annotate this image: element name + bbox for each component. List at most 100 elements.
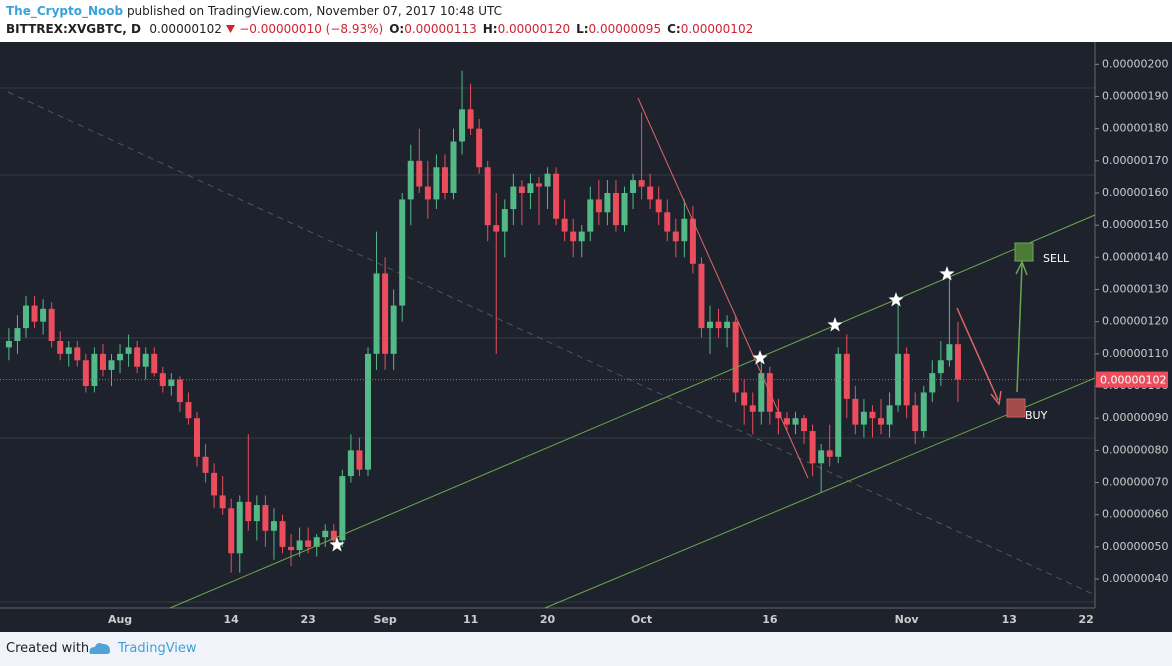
candle-body bbox=[176, 379, 183, 403]
candle-body bbox=[698, 263, 705, 329]
ohlc-value: 0.00000113 bbox=[404, 22, 477, 36]
x-tick-label: Aug bbox=[108, 613, 132, 626]
candle-body bbox=[407, 160, 414, 200]
candle-body bbox=[390, 305, 397, 354]
author[interactable]: The_Crypto_Noob bbox=[6, 4, 124, 18]
header: The_Crypto_Noob published on TradingView… bbox=[0, 0, 1172, 42]
candle-body bbox=[783, 418, 790, 425]
x-tick-label: Nov bbox=[895, 613, 920, 626]
candle-body bbox=[843, 353, 850, 399]
candle-body bbox=[818, 450, 825, 464]
candle-body bbox=[707, 321, 713, 329]
candle-body bbox=[168, 379, 175, 387]
y-tick-label: 0.00000190 bbox=[1102, 89, 1168, 102]
candle-body bbox=[202, 456, 209, 473]
publish-line: The_Crypto_Noob published on TradingView… bbox=[6, 4, 502, 18]
candle-body bbox=[31, 305, 38, 322]
candle-body bbox=[647, 186, 654, 200]
candle-body bbox=[416, 160, 423, 187]
candle-body bbox=[587, 199, 594, 232]
x-tick-label: 14 bbox=[224, 613, 240, 626]
x-tick-label: 23 bbox=[300, 613, 315, 626]
ohlc-value: 0.00000120 bbox=[497, 22, 571, 36]
ohlc-label: O: bbox=[389, 22, 405, 36]
candle-body bbox=[527, 183, 534, 193]
candle-body bbox=[732, 321, 739, 393]
y-tick-label: 0.00000140 bbox=[1102, 250, 1168, 263]
price-tag-label: 0.00000102 bbox=[1100, 374, 1166, 387]
candle-body bbox=[954, 344, 961, 380]
candle-body bbox=[305, 540, 312, 547]
candle-body bbox=[476, 128, 483, 168]
candle-body bbox=[775, 411, 782, 419]
logo bbox=[89, 643, 110, 654]
candle-body bbox=[886, 405, 893, 425]
candle-body bbox=[553, 173, 560, 219]
sell-box bbox=[1014, 242, 1034, 262]
candle-body bbox=[801, 418, 808, 432]
candle-body bbox=[929, 373, 936, 393]
candle-body bbox=[185, 402, 192, 419]
candle-body bbox=[655, 199, 662, 213]
ohlc-label: L: bbox=[576, 22, 589, 36]
candle-body bbox=[441, 167, 448, 193]
candle-body bbox=[382, 273, 389, 354]
y-tick-label: 0.00000060 bbox=[1102, 508, 1168, 521]
candle-body bbox=[792, 418, 799, 425]
annotation: BUY bbox=[1025, 409, 1048, 422]
trend-line bbox=[7, 91, 1096, 596]
candle-body bbox=[895, 353, 902, 406]
candle-body bbox=[920, 392, 927, 432]
candle-body bbox=[365, 353, 371, 470]
candle-body bbox=[510, 186, 517, 210]
candle-body bbox=[724, 321, 731, 329]
candle-body bbox=[518, 186, 525, 193]
candle-body bbox=[322, 530, 329, 538]
y-tick-label: 0.00000080 bbox=[1102, 443, 1168, 456]
candle-body bbox=[595, 199, 602, 213]
candle-body bbox=[544, 173, 551, 187]
candle-body bbox=[57, 340, 64, 354]
footer-text: Created with bbox=[6, 641, 90, 656]
candle-body bbox=[715, 321, 722, 329]
x-tick-label: 20 bbox=[540, 613, 556, 626]
candle-body bbox=[681, 218, 688, 242]
candle-body bbox=[5, 340, 12, 348]
candle-body bbox=[356, 450, 363, 470]
candle-body bbox=[621, 192, 628, 226]
brand[interactable]: TradingView bbox=[118, 641, 197, 656]
candle-body bbox=[536, 183, 542, 187]
candle-body bbox=[852, 398, 859, 425]
x-tick-label: Oct bbox=[631, 613, 652, 626]
background bbox=[0, 42, 1172, 632]
layout-lines bbox=[0, 87, 1095, 603]
change: −0.00000010 (−8.93%) bbox=[239, 22, 384, 36]
candles bbox=[5, 70, 961, 573]
candle-body bbox=[561, 218, 568, 232]
candle-body bbox=[270, 521, 277, 531]
candle-body bbox=[493, 225, 500, 232]
annotation: SELL bbox=[1043, 252, 1070, 265]
candle-body bbox=[578, 231, 585, 242]
last-price: 0.00000102 bbox=[149, 22, 222, 36]
y-tick-label: 0.00000130 bbox=[1102, 283, 1168, 296]
y-tick-label: 0.00000110 bbox=[1102, 347, 1168, 360]
candle-body bbox=[125, 347, 132, 354]
candle-body bbox=[142, 353, 149, 367]
candle-body bbox=[65, 347, 72, 354]
candle-body bbox=[878, 418, 884, 425]
candle-body bbox=[151, 353, 158, 374]
candle-body bbox=[194, 418, 200, 457]
candle-body bbox=[749, 405, 756, 412]
candle-body bbox=[433, 167, 440, 200]
candle-body bbox=[672, 231, 679, 242]
candle-body bbox=[612, 192, 619, 226]
candle-body bbox=[313, 537, 320, 547]
candle-body bbox=[82, 360, 89, 387]
candle-body bbox=[373, 273, 380, 354]
candle-body bbox=[741, 392, 748, 406]
candle-body bbox=[946, 344, 953, 361]
candle-body bbox=[630, 180, 637, 193]
candle-body bbox=[809, 431, 816, 464]
